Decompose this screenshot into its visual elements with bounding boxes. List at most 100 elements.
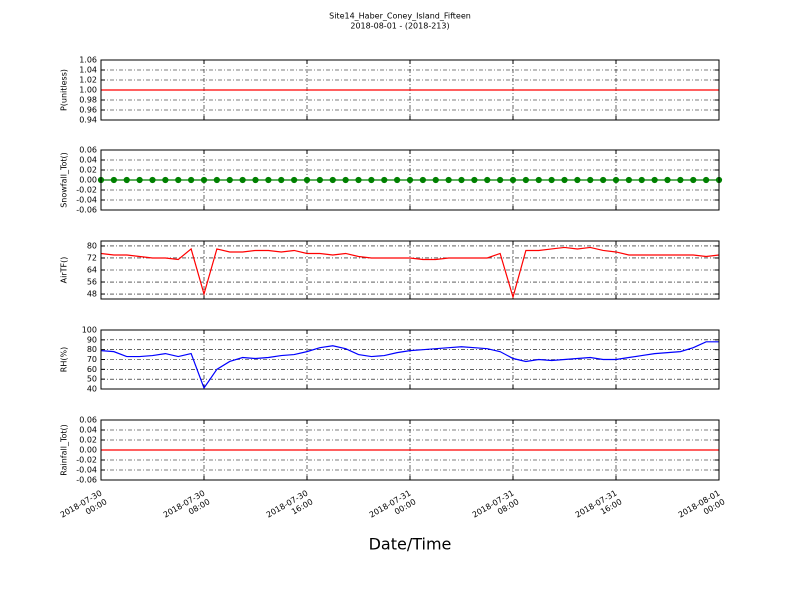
data-point <box>522 176 529 184</box>
data-point <box>458 176 465 184</box>
data-point <box>303 176 311 184</box>
y-tick-label: 56 <box>87 278 97 287</box>
data-point <box>136 176 143 184</box>
data-line <box>100 341 719 390</box>
y-tick-label: 72 <box>87 253 97 262</box>
y-tick-label: 60 <box>87 365 97 374</box>
data-point <box>535 176 542 184</box>
y-tick-label: -0.02 <box>76 186 97 195</box>
data-point <box>497 176 504 184</box>
y-tick-label: -0.06 <box>76 476 97 485</box>
axes-frame <box>100 329 720 390</box>
x-tick-label: 2018-07-3008:00 <box>161 488 211 528</box>
x-tick-label: 2018-07-3116:00 <box>573 488 623 528</box>
y-tick-label: 48 <box>87 290 97 299</box>
y-tick-label: 80 <box>87 345 97 354</box>
data-point <box>471 176 478 184</box>
data-point <box>381 176 388 184</box>
data-point <box>600 176 607 184</box>
title: Site14_Haber_Coney_Island_Fifteen <box>329 12 471 21</box>
y-tick-label: 50 <box>87 375 97 384</box>
y-tick-label: 1.02 <box>79 76 97 85</box>
y-tick-label: 0.94 <box>79 116 97 125</box>
y-tick-label: 0.02 <box>79 166 97 175</box>
y-tick-label: 0.00 <box>79 446 97 455</box>
y-axis-label: RH(%) <box>60 347 69 372</box>
x-axis-label: Date/Time <box>369 535 452 554</box>
y-tick-label: -0.06 <box>76 206 97 215</box>
data-point <box>213 176 220 184</box>
data-point <box>690 176 697 184</box>
data-point <box>265 176 272 184</box>
x-tick-label: 2018-07-3016:00 <box>264 488 314 528</box>
axes-frame <box>100 149 720 211</box>
x-tick-label: 2018-07-3000:00 <box>58 488 108 528</box>
data-point <box>175 176 182 184</box>
data-point <box>278 176 285 184</box>
y-tick-label: 0.06 <box>79 146 97 155</box>
y-tick-label: 100 <box>82 326 97 335</box>
y-tick-label: 0.98 <box>79 96 97 105</box>
data-point <box>162 176 169 184</box>
y-tick-label: 0.96 <box>79 106 97 115</box>
y-tick-label: 70 <box>87 355 97 364</box>
y-tick-label: 1.06 <box>79 56 97 65</box>
data-point <box>368 176 375 184</box>
data-point <box>703 176 710 184</box>
data-point <box>188 176 195 184</box>
y-tick-label: -0.04 <box>76 466 97 475</box>
y-tick-label: 0.00 <box>79 176 97 185</box>
data-point <box>149 176 156 184</box>
data-point <box>252 176 259 184</box>
y-tick-label: -0.02 <box>76 456 97 465</box>
y-axis-label: Snowfall_Tot() <box>60 152 69 208</box>
data-point <box>316 176 323 184</box>
y-axis-label: P(unitless) <box>60 69 69 111</box>
y-tick-label: 0.04 <box>79 426 97 435</box>
data-point <box>625 176 632 184</box>
data-point <box>329 176 336 184</box>
data-point <box>509 176 517 184</box>
data-point <box>677 176 684 184</box>
axes-frame <box>100 419 720 481</box>
data-point <box>110 176 117 184</box>
y-tick-label: 1.00 <box>79 86 97 95</box>
data-point <box>355 176 362 184</box>
data-point <box>419 176 426 184</box>
data-point <box>123 176 130 184</box>
axes-frame <box>100 240 720 300</box>
data-point <box>394 176 401 184</box>
y-tick-label: -0.04 <box>76 196 97 205</box>
y-tick-label: 0.04 <box>79 156 97 165</box>
data-point <box>561 176 568 184</box>
subtitle: 2018-08-01 - (2018-213) <box>350 22 449 31</box>
data-point <box>239 176 246 184</box>
data-point <box>548 176 555 184</box>
y-tick-label: 64 <box>87 266 97 275</box>
data-point <box>638 176 645 184</box>
data-point <box>342 176 349 184</box>
x-tick-label: 2018-07-3108:00 <box>470 488 520 528</box>
data-point <box>587 176 594 184</box>
data-point <box>406 176 414 184</box>
y-tick-label: 90 <box>87 335 97 344</box>
data-point <box>612 176 620 184</box>
data-point <box>574 176 581 184</box>
y-tick-label: 1.04 <box>79 66 97 75</box>
x-tick-label: 2018-08-0100:00 <box>676 488 726 528</box>
y-axis-label: Rainfall_Tot() <box>60 424 69 476</box>
data-point <box>200 176 208 184</box>
data-line <box>100 246 720 300</box>
data-point <box>651 176 658 184</box>
data-point <box>445 176 452 184</box>
data-point <box>291 176 298 184</box>
data-point <box>226 176 233 184</box>
y-axis-label: AirTF() <box>60 257 69 284</box>
data-point <box>664 176 671 184</box>
x-tick-label: 2018-07-3100:00 <box>367 488 417 528</box>
y-tick-label: 0.06 <box>79 416 97 425</box>
y-tick-label: 0.02 <box>79 436 97 445</box>
y-tick-label: 40 <box>87 385 97 394</box>
data-point <box>484 176 491 184</box>
